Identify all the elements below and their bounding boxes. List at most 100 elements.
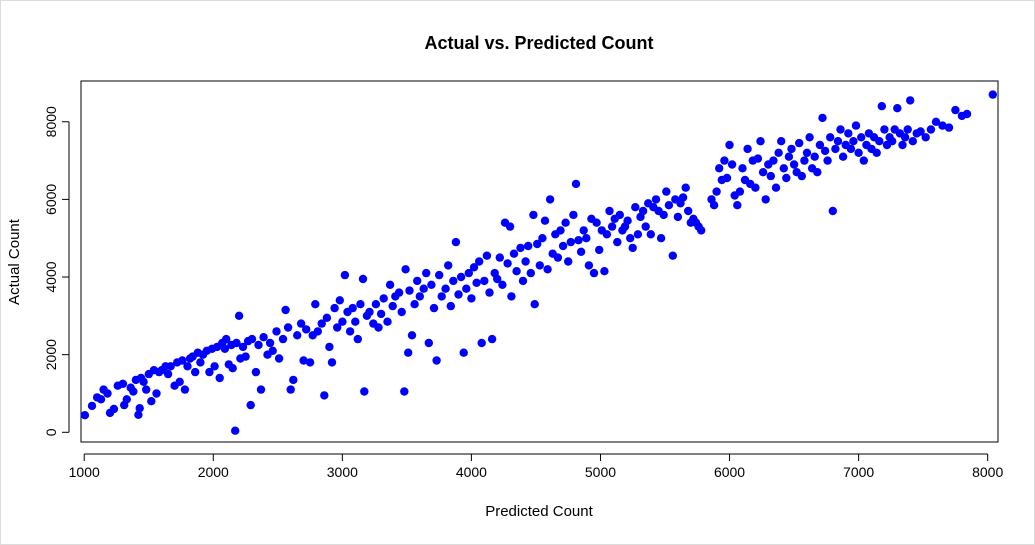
data-point [487, 334, 497, 344]
data-point [432, 356, 441, 365]
data-point [906, 96, 915, 105]
data-point [424, 338, 433, 348]
data-point [784, 152, 794, 161]
data-point [454, 290, 463, 299]
data-point [322, 313, 332, 322]
data-point [509, 249, 519, 258]
data-point [166, 362, 175, 371]
data-point [296, 319, 306, 328]
data-point [777, 137, 786, 146]
data-point [272, 327, 281, 336]
data-point [753, 154, 763, 163]
data-point [109, 404, 119, 414]
data-point [404, 348, 413, 357]
data-point [394, 288, 404, 297]
data-point [720, 156, 729, 165]
data-point [163, 369, 173, 379]
y-tick-label: 8000 [43, 106, 59, 137]
data-point [383, 317, 392, 326]
data-point [681, 183, 690, 192]
x-tick-label: 5000 [585, 464, 616, 480]
data-point [353, 334, 362, 344]
data-point [564, 257, 573, 266]
y-tick-label: 2000 [43, 339, 59, 370]
data-point [828, 206, 837, 216]
data-point [582, 234, 591, 243]
data-point [566, 237, 575, 247]
data-point [139, 377, 148, 386]
data-point [134, 410, 143, 419]
data-point [584, 261, 594, 270]
data-point [951, 105, 960, 115]
data-point [715, 164, 724, 173]
data-point [246, 400, 255, 410]
data-point [516, 243, 525, 253]
data-point [771, 183, 781, 192]
data-point [526, 268, 535, 278]
data-point [722, 173, 732, 183]
data-point [234, 311, 244, 320]
data-point [561, 218, 570, 227]
data-point [571, 179, 581, 189]
data-point [472, 278, 481, 287]
data-point [410, 300, 419, 309]
data-point [576, 247, 586, 256]
data-point [851, 121, 861, 130]
data-point [988, 90, 997, 99]
x-axis: 1000 2000 3000 4000 5000 6000 7000 8000 [69, 453, 1003, 480]
data-point [274, 354, 284, 363]
data-point [446, 301, 455, 311]
data-point [926, 125, 936, 134]
data-point [875, 137, 884, 146]
data-point [251, 367, 261, 377]
data-point [888, 137, 897, 146]
data-point [880, 125, 889, 134]
data-point [503, 259, 512, 268]
data-point [673, 212, 683, 222]
data-point [265, 338, 275, 348]
data-point [459, 348, 468, 357]
data-point [818, 113, 827, 123]
data-point [475, 257, 484, 266]
data-point [631, 203, 640, 212]
data-point [712, 187, 721, 196]
data-point [535, 261, 544, 270]
data-point [553, 253, 563, 262]
data-point [664, 201, 674, 210]
y-tick-label: 4000 [43, 261, 59, 292]
data-point [330, 303, 339, 313]
data-point [789, 160, 799, 169]
data-points [80, 90, 997, 435]
data-point [556, 226, 565, 235]
data-point [613, 237, 622, 247]
data-point [122, 395, 131, 404]
data-point [80, 411, 90, 420]
data-point [623, 216, 632, 225]
data-point [360, 387, 369, 396]
data-point [175, 377, 184, 386]
data-point [903, 125, 912, 134]
data-point [444, 261, 453, 270]
data-point [313, 327, 322, 336]
data-point [758, 168, 768, 177]
data-point [756, 137, 765, 146]
data-point [823, 156, 832, 165]
data-point [480, 276, 489, 286]
data-point [451, 237, 461, 247]
data-point [278, 334, 288, 344]
data-point [129, 387, 138, 396]
data-point [302, 325, 311, 334]
data-point [518, 276, 528, 286]
x-tick-label: 1000 [69, 464, 100, 480]
data-point [668, 251, 677, 260]
data-point [533, 239, 542, 249]
data-point [231, 426, 240, 435]
data-point [893, 104, 902, 113]
data-point [545, 195, 555, 204]
data-point [831, 144, 840, 154]
data-point [787, 144, 796, 154]
data-point [540, 216, 550, 225]
y-axis: 0 2000 4000 6000 8000 [43, 106, 70, 436]
data-point [854, 148, 863, 157]
